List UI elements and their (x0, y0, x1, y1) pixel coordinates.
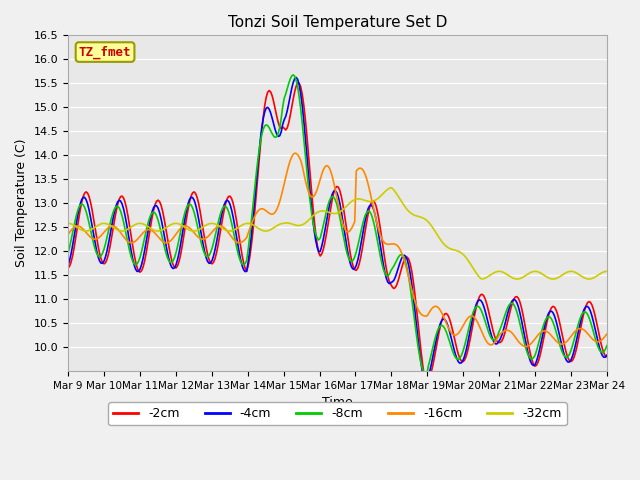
X-axis label: Time: Time (322, 396, 353, 409)
Y-axis label: Soil Temperature (C): Soil Temperature (C) (15, 139, 28, 267)
Text: TZ_fmet: TZ_fmet (79, 46, 131, 59)
Title: Tonzi Soil Temperature Set D: Tonzi Soil Temperature Set D (228, 15, 447, 30)
Legend: -2cm, -4cm, -8cm, -16cm, -32cm: -2cm, -4cm, -8cm, -16cm, -32cm (108, 402, 566, 425)
